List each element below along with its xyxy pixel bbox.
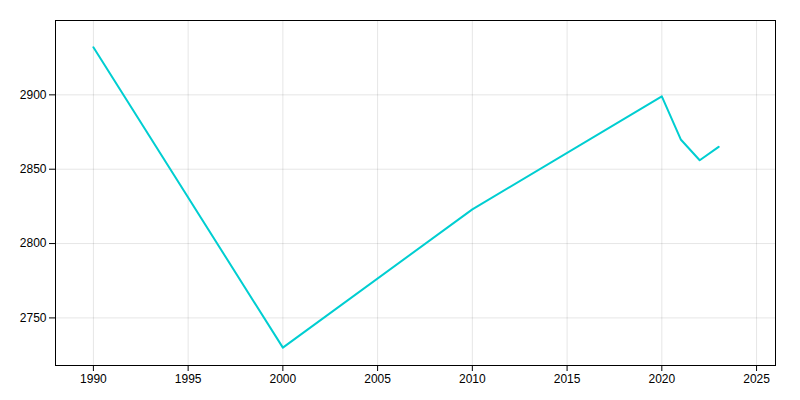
- svg-text:2850: 2850: [20, 162, 47, 176]
- svg-text:2005: 2005: [364, 372, 391, 386]
- svg-text:2750: 2750: [20, 311, 47, 325]
- svg-text:2800: 2800: [20, 236, 47, 250]
- svg-text:1995: 1995: [175, 372, 202, 386]
- svg-text:1990: 1990: [80, 372, 107, 386]
- svg-text:2025: 2025: [743, 372, 770, 386]
- svg-text:2010: 2010: [459, 372, 486, 386]
- svg-text:2000: 2000: [270, 372, 297, 386]
- svg-text:2900: 2900: [20, 88, 47, 102]
- svg-text:2015: 2015: [554, 372, 581, 386]
- svg-text:2020: 2020: [648, 372, 675, 386]
